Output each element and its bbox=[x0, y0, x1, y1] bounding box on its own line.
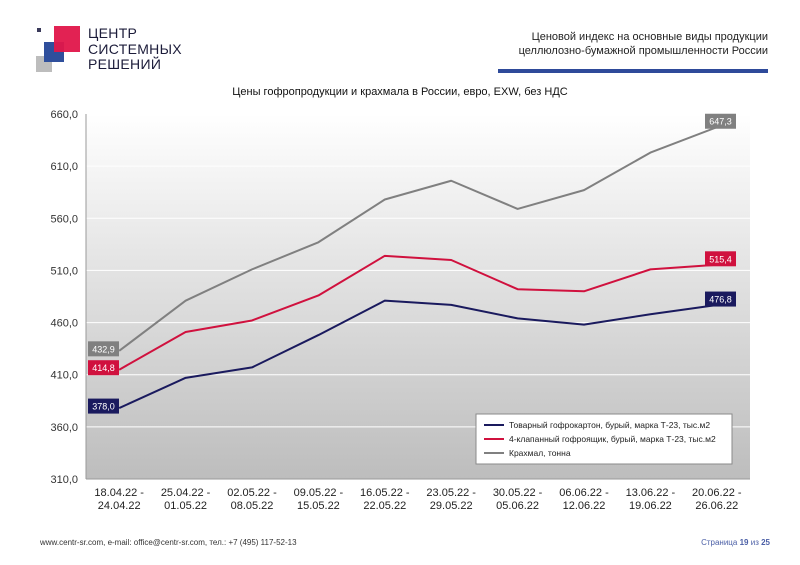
x-tick-label-line: 22.05.22 bbox=[363, 500, 406, 512]
series-line-1 bbox=[118, 299, 717, 409]
x-tick-label: 23.05.22 -29.05.22 bbox=[426, 487, 476, 512]
y-tick-label: 360,0 bbox=[50, 422, 78, 434]
company-logo: ЦЕНТР СИСТЕМНЫХ РЕШЕНИЙ bbox=[34, 25, 184, 78]
x-tick-label-line: 25.04.22 - bbox=[161, 487, 211, 499]
x-tick-label-line: 30.05.22 - bbox=[493, 487, 543, 499]
x-tick-label-line: 12.06.22 bbox=[563, 500, 606, 512]
x-tick-label: 06.06.22 -12.06.22 bbox=[559, 487, 609, 512]
x-tick-label-line: 23.05.22 - bbox=[426, 487, 476, 499]
x-tick-label-line: 06.06.22 - bbox=[559, 487, 609, 499]
series-line-3 bbox=[118, 126, 718, 352]
legend-box bbox=[475, 413, 733, 465]
data-label-box bbox=[88, 360, 119, 376]
logo-line-3: РЕШЕНИЙ bbox=[88, 56, 162, 72]
x-tick-label-line: 05.06.22 bbox=[496, 500, 539, 512]
logo-line-1: ЦЕНТР bbox=[88, 25, 138, 41]
data-label-box bbox=[705, 251, 736, 267]
logo-square-dark bbox=[37, 28, 41, 32]
logo-text: ЦЕНТР СИСТЕМНЫХ РЕШЕНИЙ bbox=[88, 25, 182, 73]
x-tick-label: 13.06.22 -19.06.22 bbox=[626, 487, 676, 512]
y-tick-label: 460,0 bbox=[50, 318, 78, 330]
logo-square-red bbox=[54, 26, 80, 52]
x-tick-label-line: 20.06.22 - bbox=[692, 487, 742, 499]
data-label: 432,9 bbox=[92, 344, 115, 354]
legend-label: Товарный гофрокартон, бурый, марка Т-23,… bbox=[509, 420, 710, 430]
x-tick-label-line: 02.05.22 - bbox=[227, 487, 277, 499]
y-tick-label: 310,0 bbox=[50, 474, 78, 486]
data-label: 414,8 bbox=[92, 363, 115, 373]
x-tick-label-line: 01.05.22 bbox=[164, 500, 207, 512]
y-tick-label: 660,0 bbox=[50, 109, 78, 121]
legend-label: Крахмал, тонна bbox=[509, 448, 571, 458]
page-sep: из bbox=[750, 538, 759, 547]
header-line-1: Ценовой индекс на основные виды продукци… bbox=[531, 31, 768, 43]
page-current: 19 bbox=[739, 538, 749, 547]
header-accent-bar bbox=[498, 69, 768, 73]
data-label-box bbox=[705, 291, 736, 307]
x-tick-label-line: 16.05.22 - bbox=[360, 487, 410, 499]
x-tick-label-line: 24.04.22 bbox=[98, 500, 141, 512]
x-tick-label-line: 15.05.22 bbox=[297, 500, 340, 512]
y-tick-label: 610,0 bbox=[50, 161, 78, 173]
x-tick-label: 09.05.22 -15.05.22 bbox=[294, 487, 344, 512]
x-tick-label: 30.05.22 -05.06.22 bbox=[493, 487, 543, 512]
data-label: 515,4 bbox=[709, 254, 732, 264]
report-header: Ценовой индекс на основные виды продукци… bbox=[519, 30, 768, 58]
data-label: 378,0 bbox=[92, 402, 115, 412]
page-number: Страница 19 из 25 bbox=[701, 538, 770, 547]
x-tick-label: 16.05.22 -22.05.22 bbox=[360, 487, 410, 512]
y-tick-label: 410,0 bbox=[50, 370, 78, 382]
data-label-box bbox=[88, 398, 119, 414]
page-prefix: Страница bbox=[701, 538, 738, 547]
x-tick-label-line: 19.06.22 bbox=[629, 500, 672, 512]
data-label-box bbox=[705, 113, 736, 129]
x-tick-label-line: 29.05.22 bbox=[430, 500, 473, 512]
x-tick-label: 20.06.22 -26.06.22 bbox=[692, 487, 742, 512]
x-tick-label-line: 13.06.22 - bbox=[626, 487, 676, 499]
series-line-2 bbox=[118, 254, 717, 371]
header-line-2: целлюлозно-бумажной промышленности Росси… bbox=[518, 45, 768, 57]
x-tick-label-line: 26.06.22 bbox=[695, 500, 738, 512]
x-tick-label-line: 18.04.22 - bbox=[94, 487, 144, 499]
x-tick-label-line: 08.05.22 bbox=[231, 500, 274, 512]
x-tick-label: 18.04.22 -24.04.22 bbox=[94, 487, 144, 512]
logo-line-2: СИСТЕМНЫХ bbox=[88, 40, 182, 57]
data-label: 647,3 bbox=[709, 117, 732, 127]
x-tick-label: 02.05.22 -08.05.22 bbox=[227, 487, 277, 512]
page-total: 25 bbox=[761, 538, 770, 547]
y-tick-label: 510,0 bbox=[50, 265, 78, 277]
y-tick-label: 560,0 bbox=[50, 213, 78, 225]
chart-title: Цены гофропродукции и крахмала в России,… bbox=[232, 86, 568, 98]
x-tick-label: 25.04.22 -01.05.22 bbox=[161, 487, 211, 512]
x-tick-label-line: 09.05.22 - bbox=[294, 487, 344, 499]
data-label: 476,8 bbox=[709, 295, 732, 305]
footer-contacts: www.centr-sr.com, e-mail: office@centr-s… bbox=[40, 538, 297, 547]
legend-label: 4-клапанный гофроящик, бурый, марка Т-23… bbox=[509, 434, 716, 444]
data-label-box bbox=[88, 341, 119, 357]
